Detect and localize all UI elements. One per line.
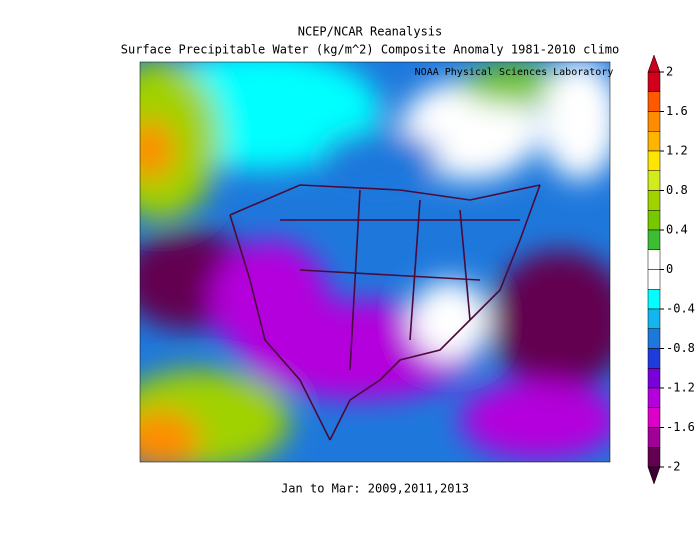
colorbar-tick-label: 0.8 <box>666 183 688 197</box>
colorbar-tick-label: -0.4 <box>666 302 695 316</box>
anomaly-map <box>140 62 610 462</box>
colorbar-box <box>647 111 661 132</box>
colorbar-box <box>647 190 661 211</box>
colorbar-tick-label: 1.2 <box>666 144 688 158</box>
colorbar: 2 1.6 1.2 0.8 0.4 0 -0.4 -0.8 -1.2 -1.6 -2 <box>647 54 695 485</box>
colorbar-box <box>647 150 661 171</box>
map-frame <box>139 61 611 463</box>
colorbar-box <box>647 131 661 152</box>
colorbar-tick-label: -0.8 <box>666 341 695 355</box>
colorbar-box <box>647 269 661 290</box>
colorbar-box <box>647 348 661 369</box>
title-line: Surface Precipitable Water (kg/m^2) Comp… <box>121 43 620 57</box>
colorbar-box <box>647 229 661 250</box>
colorbar-tick-label: 0.4 <box>666 223 688 237</box>
colorbar-box <box>647 368 661 389</box>
colorbar-box <box>647 308 661 329</box>
colorbar-tick-label: 0 <box>666 262 673 276</box>
colorbar-box <box>647 447 661 468</box>
colorbar-box <box>647 289 661 310</box>
colorbar-tick-label: -2 <box>666 460 680 474</box>
colorbar-box <box>647 170 661 191</box>
colorbar-tick-label: -1.6 <box>666 420 695 434</box>
colorbar-box <box>647 91 661 112</box>
colorbar-box <box>647 407 661 428</box>
colorbar-tick-label: -1.2 <box>666 381 695 395</box>
colorbar-under <box>647 466 661 485</box>
colorbar-box <box>647 210 661 231</box>
title-line: NCEP/NCAR Reanalysis <box>298 25 443 39</box>
period-label: Jan to Mar: 2009,2011,2013 <box>281 482 469 496</box>
colorbar-tick-label: 1.6 <box>666 104 688 118</box>
colorbar-over <box>647 54 661 73</box>
colorbar-box <box>647 71 661 92</box>
colorbar-box <box>647 387 661 408</box>
colorbar-tick-label: 2 <box>666 65 673 79</box>
colorbar-box <box>647 249 661 270</box>
colorbar-box <box>647 328 661 349</box>
colorbar-box <box>647 427 661 448</box>
attribution: NOAA Physical Sciences Laboratory <box>415 67 614 78</box>
